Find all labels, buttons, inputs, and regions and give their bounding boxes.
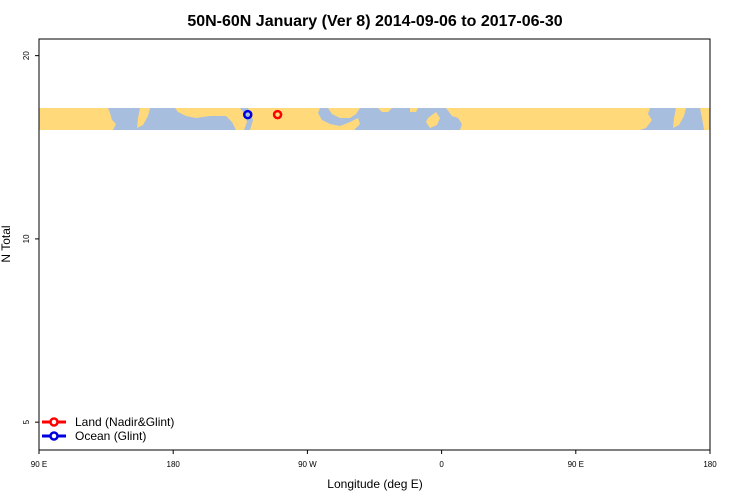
land-kamchatka	[137, 108, 150, 128]
land-greenland-tip	[378, 108, 392, 112]
y-tick-label: 20	[22, 51, 31, 60]
y-tick-label: 5	[22, 419, 31, 424]
x-tick-label: 90 W	[298, 460, 317, 469]
x-tick-label: 180	[167, 460, 181, 469]
legend: Land (Nadir&Glint)Ocean (Glint)	[42, 415, 174, 443]
data-point	[272, 109, 283, 120]
land-labrador	[328, 108, 360, 118]
x-tick-label: 180	[703, 460, 717, 469]
x-tick-label: 90 E	[568, 460, 584, 469]
map-band	[39, 108, 710, 130]
land-alaska-repeat-edge	[700, 108, 710, 130]
chart-title: 50N-60N January (Ver 8) 2014-09-06 to 20…	[187, 13, 562, 30]
legend-label: Land (Nadir&Glint)	[75, 415, 174, 429]
land-canada	[248, 108, 360, 130]
x-axis-title: Longitude (deg E)	[327, 477, 422, 491]
map-land	[39, 108, 710, 130]
data-point	[243, 109, 253, 120]
legend-marker	[49, 417, 59, 427]
land-british-isles	[426, 112, 440, 128]
land-iceland-region	[410, 108, 418, 112]
plot-frame	[38, 38, 711, 451]
x-tick-label: 90 E	[31, 460, 47, 469]
land-europe-asia	[446, 108, 652, 130]
x-axis: 90 E 180 90 W 0 90 E 180	[31, 450, 717, 469]
land-eurasia-west	[39, 108, 116, 130]
land-kamchatka-repeat	[673, 108, 686, 128]
legend-label: Ocean (Glint)	[75, 429, 146, 443]
legend-marker	[49, 431, 59, 441]
y-axis: 5 10 20	[22, 51, 39, 424]
x-tick-label: 0	[439, 460, 444, 469]
y-tick-label: 10	[22, 234, 31, 243]
land-alaska	[175, 108, 247, 130]
y-axis-title: N Total	[0, 225, 13, 262]
data-points	[243, 109, 283, 120]
